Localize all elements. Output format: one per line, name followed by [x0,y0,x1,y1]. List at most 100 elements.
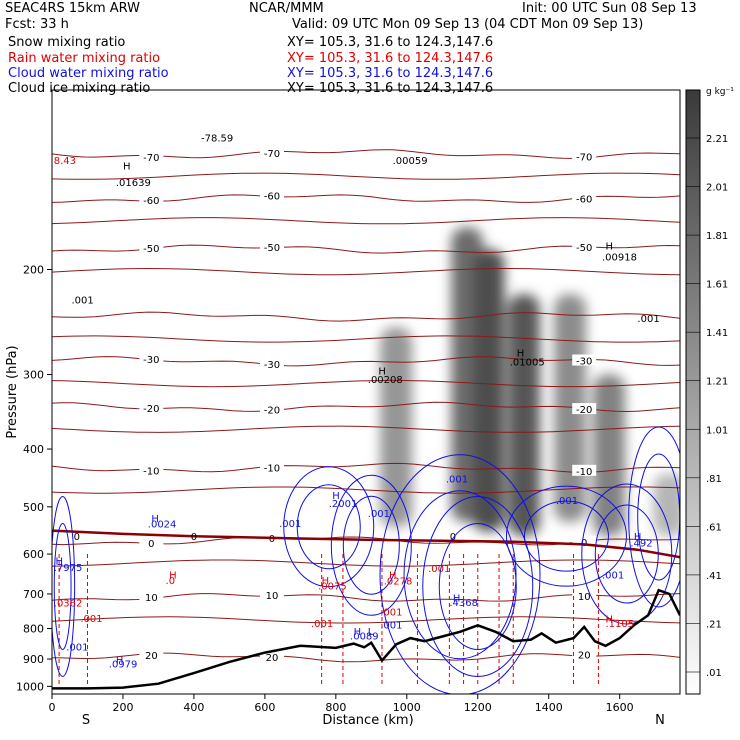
isotherm-line [52,486,680,494]
isotherm-label: -70 [576,153,592,164]
contour-annotation: .0278 [384,577,413,588]
isotherm-label: -10 [264,464,280,475]
isotherm-label: -10 [576,467,592,478]
field-name-snow: Snow mixing ratio [8,35,126,50]
contour-annotation: H [332,491,340,502]
snow-band [380,327,413,527]
x-tick-label: 600 [254,701,275,714]
contour-annotation: H [389,571,397,582]
freezing-level-label: 0 [74,532,80,543]
x-tick-label: 400 [183,701,204,714]
colorbar-tick-label: .81 [706,474,722,485]
init-time: Init: 00 UTC Sun 08 Sep 13 [522,1,697,16]
isotherm-label-bg [572,150,597,162]
contour-annotation: .0 [166,576,176,587]
forecast-hour: Fcst: 33 h [5,17,69,32]
snow-band [472,249,505,532]
isotherm-label: -50 [143,244,159,255]
colorbar-tick-label: 1.41 [706,328,728,339]
contour-annotation: .00059 [393,156,428,167]
isotherm-line [52,172,680,180]
isotherm-line [52,559,680,567]
contour-annotation: H [453,593,461,604]
isotherm-label-bg [259,358,284,370]
isotherm-label: -10 [143,467,159,478]
x-tick-label: 1400 [535,701,563,714]
contour-annotation: 8.43 [54,156,76,167]
contour-annotation: H [116,655,124,666]
contour-annotation: .0089 [350,632,379,643]
isotherm-label: -30 [264,360,280,371]
x-axis-title: Distance (km) [322,713,413,728]
y-tick-label: 900 [23,653,44,666]
y-axis-title: Pressure (hPa) [5,345,20,438]
colorbar-tick-label: .41 [706,571,722,582]
isotherm-label-bg [259,147,284,159]
colorbar-tick-label: 1.21 [706,377,728,388]
isotherm-label-bg [259,403,284,415]
contour-annotation: H [123,162,131,173]
contour-annotation: H [56,557,64,568]
contour-annotation: H [517,349,525,360]
isotherm-label-bg [572,192,597,204]
contour-annotation: .001 [279,519,301,530]
snow-band [593,374,626,537]
cloud-water-contour [379,454,541,694]
isotherm-label: -60 [143,196,159,207]
isotherm-label-bg [259,461,284,473]
isotherm-label: -20 [264,406,280,417]
snow-band [653,473,680,537]
isotherm-label: -50 [576,243,592,254]
isotherm-label-bg [572,648,597,660]
cloud-water-contour [342,495,400,595]
isotherm-label: 20 [578,650,591,661]
contour-annotation: .00918 [602,252,637,263]
y-tick-label: 200 [23,264,44,277]
field-xy-rain: XY= 105.3, 31.6 to 124.3,147.6 [287,51,494,66]
isotherm-label-bg [572,240,597,252]
field-name-rain: Rain water mixing ratio [8,51,161,66]
y-tick-label: 400 [23,443,44,456]
field-xy-snow: XY= 105.3, 31.6 to 124.3,147.6 [287,35,494,50]
isotherm-line [52,311,680,322]
isotherm-label-bg [139,194,164,206]
organization: NCAR/MMM [249,1,324,16]
isotherm-label: 10 [145,593,158,604]
isotherm-label-bg [572,535,597,547]
contour-annotation: .00208 [368,375,403,386]
contour-annotation: .001 [80,614,102,625]
cloud-water-contour [422,495,534,677]
isotherm-label: 0 [269,534,275,545]
isotherm-label-bg [139,591,164,603]
isotherm-label-bg [139,648,164,660]
isotherm-label: -30 [576,357,592,368]
isotherm-label: 10 [266,591,279,602]
y-tick-label: 600 [23,548,44,561]
isotherm-label: 0 [148,539,154,550]
isotherm-label-bg [139,242,164,254]
contour-annotation: H [169,571,177,582]
contour-annotation: .2001 [329,499,358,510]
isotherm-line [52,425,680,433]
colorbar-tick-label: 1.61 [706,280,728,291]
contour-annotation: .0362 [54,599,83,610]
contour-annotation: H [605,241,613,252]
contour-annotation: -78.59 [201,134,233,145]
valid-time: Valid: 09 UTC Mon 09 Sep 13 (04 CDT Mon … [292,17,644,32]
contour-annotation: .1105 [605,619,634,630]
cloud-water-contour [523,500,609,572]
isotherm-label-bg [259,588,284,600]
y-tick-label: 700 [23,588,44,601]
cloud-water-contour [296,484,361,570]
contour-annotation: .001 [446,474,468,485]
cloud-water-contour [581,483,673,625]
contour-annotation: .001 [72,295,94,306]
isotherm-line [52,335,680,343]
contour-annotation: .001 [380,621,402,632]
isotherm-label: -60 [576,195,592,206]
isotherm-label: -70 [264,149,280,160]
isotherm-label: 20 [266,653,279,664]
isotherm-line [52,616,680,624]
contour-annotation: .001 [602,571,624,582]
y-tick-label: 800 [23,623,44,636]
